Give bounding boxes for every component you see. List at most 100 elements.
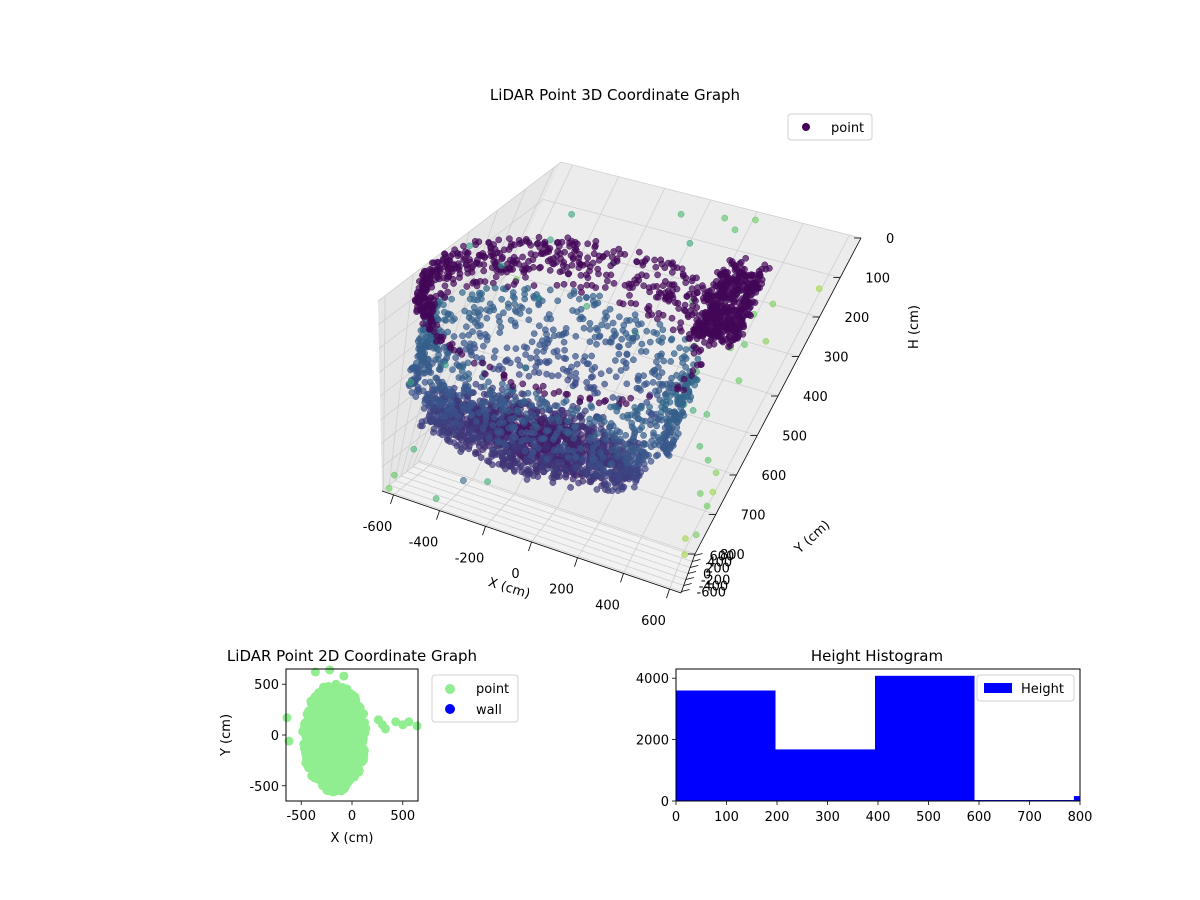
- chart-3d-point: [643, 327, 651, 335]
- chart-3d-point: [673, 385, 681, 393]
- chart-3d-point: [695, 348, 703, 355]
- chart-3d-point: [623, 350, 631, 358]
- chart-2d-point: [343, 709, 353, 719]
- chart-3d-point: [448, 340, 456, 348]
- chart-3d-point: [733, 266, 741, 274]
- chart-3d-point: [621, 281, 629, 289]
- chart-2d-point: [340, 752, 350, 762]
- chart-3d-point: [437, 290, 444, 297]
- chart-histogram-x-tick-label: 700: [1017, 810, 1042, 825]
- chart-3d-point: [655, 337, 663, 344]
- chart-3d-point: [490, 354, 498, 361]
- chart-3d-point: [568, 406, 575, 414]
- chart-3d-point: [476, 311, 483, 319]
- chart-3d-point: [449, 317, 456, 324]
- chart-3d-point: [658, 408, 665, 416]
- chart-3d-point: [460, 339, 468, 347]
- chart-3d-point: [499, 380, 506, 388]
- chart-3d-point: [521, 295, 529, 303]
- chart-3d-point: [612, 357, 619, 364]
- chart-3d-point: [489, 422, 497, 429]
- chart-3d-point: [510, 281, 518, 288]
- chart-3d-point: [702, 294, 710, 302]
- chart-3d-point: [529, 461, 536, 468]
- chart-2d-point: [404, 717, 414, 727]
- chart-3d-point: [541, 390, 548, 397]
- chart-3d-point: [571, 423, 579, 431]
- chart-3d-point: [497, 412, 505, 420]
- chart-3d-point: [426, 310, 434, 318]
- chart-2d-x-tick-label: -500: [286, 809, 316, 824]
- chart-3d-point: [586, 325, 594, 333]
- chart-3d-point: [627, 299, 635, 307]
- chart-3d-zlabel: H (cm): [907, 305, 922, 349]
- chart-2d-point: [412, 721, 422, 731]
- chart-histogram-legend-swatch: [984, 683, 1012, 693]
- chart-2d-legend: point wall: [431, 674, 519, 723]
- chart-3d-point: [673, 392, 680, 399]
- chart-3d-point: [704, 456, 712, 464]
- chart-3d-point: [496, 329, 504, 336]
- chart-3d-point: [628, 419, 636, 427]
- chart-3d-point: [649, 379, 657, 386]
- chart-3d-point: [422, 287, 430, 295]
- chart-3d-point: [751, 299, 759, 306]
- chart-3d-point: [577, 261, 584, 268]
- chart-3d-point: [425, 362, 432, 370]
- chart-3d-point: [530, 282, 538, 289]
- chart-3d-point: [570, 241, 577, 248]
- chart-3d-point: [652, 263, 660, 271]
- chart-3d-point: [610, 280, 618, 287]
- chart-3d-point: [448, 295, 455, 303]
- chart-3d-point: [629, 467, 636, 475]
- chart-3d-point: [495, 429, 502, 437]
- chart-3d-point: [656, 321, 664, 328]
- chart-3d-point: [668, 428, 676, 436]
- chart-3d-point: [483, 306, 491, 314]
- chart-3d-gridline-z: [377, 161, 862, 302]
- chart-3d-point: [491, 284, 499, 292]
- chart-3d-point: [693, 289, 701, 297]
- chart-2d-y-tick-label: 0: [271, 729, 279, 744]
- chart-3d-point: [740, 296, 748, 304]
- chart-3d-point: [420, 326, 427, 334]
- chart-3d-points: [385, 210, 823, 558]
- chart-3d-point: [512, 434, 519, 441]
- chart-3d-point: [537, 263, 544, 271]
- chart-3d-point: [427, 418, 434, 426]
- chart-3d-point: [679, 370, 686, 377]
- chart-3d-point: [598, 321, 606, 329]
- chart-3d-point: [509, 293, 517, 300]
- chart-3d-point: [550, 390, 558, 397]
- chart-3d-point: [588, 352, 595, 360]
- chart-3d-point: [586, 437, 594, 444]
- chart-3d-z-tick-label: 800: [720, 548, 745, 563]
- chart-3d-point: [571, 381, 579, 388]
- chart-3d-point: [523, 476, 531, 483]
- chart-3d-point: [441, 282, 449, 290]
- chart-3d-point: [655, 310, 663, 317]
- chart-3d-point: [631, 404, 639, 411]
- chart-3d-point: [555, 418, 563, 425]
- chart-3d-point: [637, 348, 645, 355]
- chart-2d-point: [310, 699, 320, 709]
- chart-3d-point: [693, 274, 700, 282]
- chart-3d-point: [724, 294, 732, 301]
- chart-3d-point: [703, 502, 711, 510]
- chart-3d-point: [717, 289, 725, 297]
- chart-3d-legend-label: point: [831, 121, 864, 136]
- chart-3d-point: [432, 344, 439, 351]
- chart-3d-point: [579, 315, 587, 323]
- chart-3d-point: [735, 377, 743, 384]
- chart-3d-point: [470, 304, 478, 311]
- chart-3d-point: [647, 457, 655, 465]
- chart-3d-point: [505, 304, 512, 311]
- chart-3d-point: [564, 428, 572, 436]
- chart-3d-point: [728, 337, 736, 345]
- chart-3d-point: [550, 436, 557, 443]
- chart-2d-xlabel: X (cm): [331, 831, 374, 846]
- chart-3d-point: [660, 357, 668, 365]
- chart-3d-point: [572, 453, 580, 461]
- chart-3d-point: [650, 283, 657, 290]
- chart-3d-point: [509, 257, 517, 265]
